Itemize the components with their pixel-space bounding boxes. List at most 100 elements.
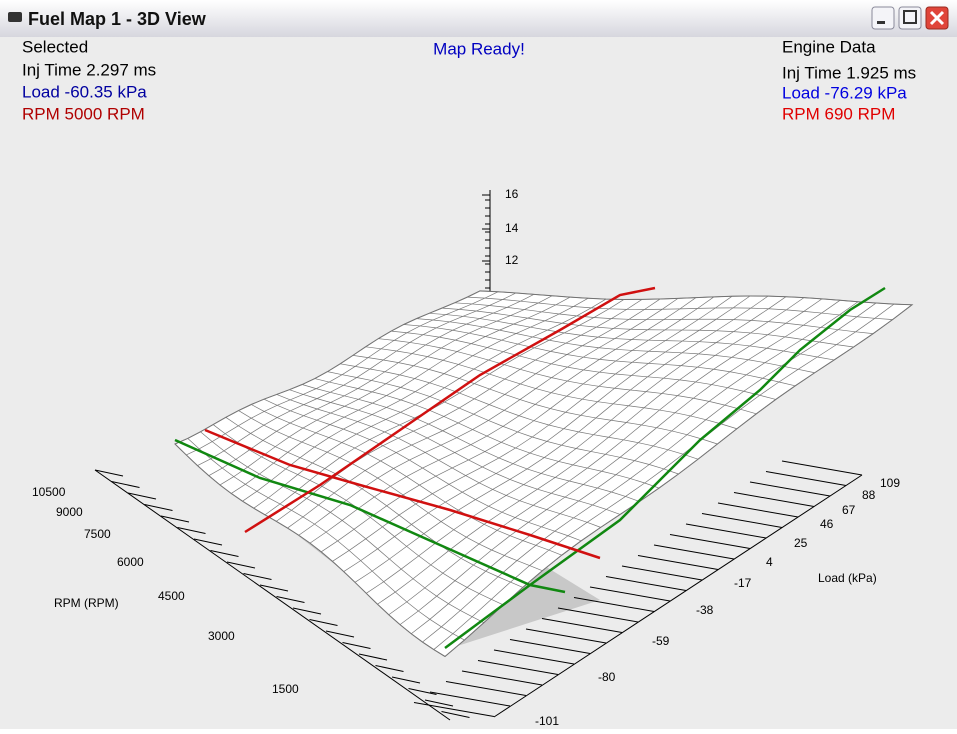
engine-load: Load -76.29 kPa	[782, 83, 907, 102]
rpm-tick-mark	[292, 607, 322, 615]
rpm-axis-label: RPM (RPM)	[54, 596, 119, 610]
z-tick-label: 12	[505, 253, 519, 267]
mesh-line	[454, 302, 874, 335]
engine-column-line	[444, 286, 886, 650]
load-tick-label: 88	[862, 488, 876, 502]
engine-inj: Inj Time 1.925 ms	[782, 63, 916, 82]
load-tick-mark	[429, 691, 511, 707]
z-tick-label: 16	[505, 187, 519, 201]
load-tick-label: -38	[696, 603, 714, 617]
rpm-tick-mark	[226, 561, 256, 569]
engine-rpm: RPM 690 RPM	[782, 104, 895, 123]
load-tick-label: -17	[734, 576, 752, 590]
selection-lines	[174, 286, 886, 650]
load-tick-mark	[557, 607, 639, 623]
mesh-line	[479, 290, 913, 306]
rpm-tick-label: 1500	[272, 682, 299, 696]
mesh-line	[422, 302, 877, 643]
load-tick-mark	[653, 544, 735, 560]
mesh-line	[467, 296, 893, 320]
rpm-tick-mark	[177, 527, 206, 534]
maximize-button[interactable]	[898, 6, 922, 30]
load-tick-mark	[493, 649, 575, 665]
load-tick-mark	[621, 565, 703, 581]
title-bar	[0, 0, 957, 37]
selected-column-line	[244, 286, 656, 534]
status: Map Ready!	[433, 39, 525, 58]
engine-heading: Engine Data	[782, 37, 876, 56]
load-tick-label: 67	[842, 503, 856, 517]
load-tick-mark	[573, 597, 655, 612]
load-tick-mark	[749, 481, 831, 497]
load-tick-mark	[605, 576, 687, 591]
mesh-line	[411, 301, 859, 635]
rpm-axis-line	[94, 469, 451, 721]
load-tick-mark	[589, 586, 671, 602]
selected-inj: Inj Time 2.297 ms	[22, 60, 156, 79]
rpm-tick-mark	[127, 492, 157, 500]
rpm-tick-mark	[408, 688, 437, 695]
rpm-tick-mark	[375, 665, 404, 672]
close-button[interactable]	[925, 6, 949, 30]
load-tick-mark	[477, 660, 559, 675]
rpm-tick-mark	[358, 653, 388, 661]
load-tick-mark	[765, 471, 847, 486]
mesh-line	[433, 303, 895, 650]
load-tick-mark	[413, 702, 495, 717]
load-tick-mark	[701, 513, 783, 528]
load-tick-label: 109	[880, 476, 900, 490]
mesh-line	[441, 307, 854, 348]
rpm-tick-mark	[309, 619, 338, 626]
selected-rpm: RPM 5000 RPM	[22, 104, 145, 123]
rpm-tick-label: 9000	[56, 505, 83, 519]
rpm-tick-mark	[243, 573, 272, 580]
mesh-line	[429, 312, 835, 361]
load-tick-label: -59	[652, 634, 670, 648]
rpm-tick-mark	[111, 481, 140, 488]
rpm-tick-mark	[342, 642, 371, 649]
rpm-tick-label: 3000	[208, 629, 235, 643]
selected-load: Load -60.35 kPa	[22, 82, 147, 101]
mesh-line	[444, 304, 913, 657]
load-tick-label: 4	[766, 555, 773, 569]
load-tick-label: -101	[535, 714, 559, 728]
load-tick-mark	[541, 618, 623, 633]
rpm-tick-mark	[391, 676, 421, 684]
rpm-tick-mark	[441, 711, 470, 718]
rpm-tick-mark	[193, 538, 223, 546]
rpm-tick-label: 4500	[158, 589, 185, 603]
rpm-tick-label: 6000	[117, 555, 144, 569]
load-tick-mark	[685, 523, 767, 539]
rpm-tick-mark	[94, 469, 124, 477]
minimize-button[interactable]	[871, 6, 895, 30]
load-tick-label: 46	[820, 517, 834, 531]
selected-heading: Selected	[22, 37, 88, 56]
rpm-tick-mark	[160, 515, 190, 523]
load-tick-mark	[733, 492, 815, 507]
window-title: Fuel Map 1 - 3D View	[28, 9, 207, 29]
engine-row-line	[174, 438, 566, 594]
rpm-tick-mark	[276, 596, 305, 603]
z-tick-label: 14	[505, 221, 519, 235]
load-tick-mark	[445, 681, 527, 696]
selected-row-line	[204, 428, 601, 560]
load-tick-label: -80	[598, 670, 616, 684]
load-axis-line	[493, 474, 863, 718]
load-tick-mark	[781, 460, 863, 476]
rpm-tick-mark	[210, 550, 239, 557]
load-tick-mark	[509, 639, 591, 654]
rpm-tick-mark	[325, 630, 355, 638]
rpm-tick-mark	[259, 584, 289, 592]
load-tick-mark	[525, 628, 607, 644]
rpm-tick-label: 7500	[84, 527, 111, 541]
window-icon	[8, 12, 22, 22]
load-tick-mark	[717, 502, 799, 518]
rpm-tick-label: 10500	[32, 485, 66, 499]
load-tick-mark	[461, 670, 543, 686]
load-tick-label: 25	[794, 536, 808, 550]
rpm-tick-mark	[424, 699, 454, 707]
load-tick-mark	[669, 534, 751, 549]
load-tick-mark	[637, 555, 719, 570]
load-axis-label: Load (kPa)	[818, 571, 877, 585]
